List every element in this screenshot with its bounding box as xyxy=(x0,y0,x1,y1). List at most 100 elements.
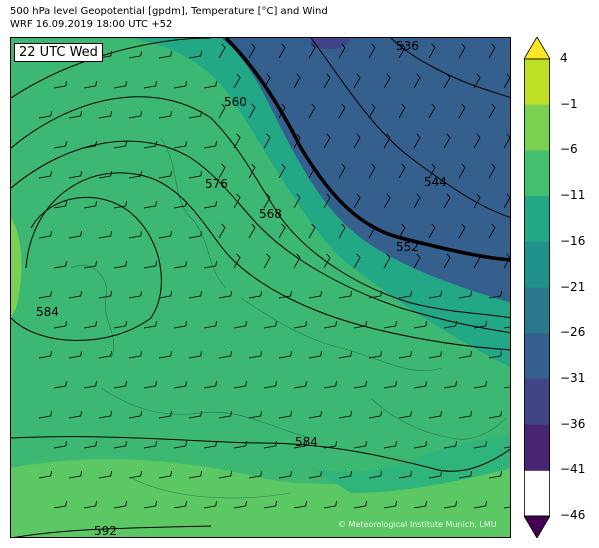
wind-barb xyxy=(473,193,481,209)
map-panel: 536 544 552 560 568 576 584 584 592 xyxy=(10,37,511,538)
wind-barb xyxy=(323,73,331,89)
wind-barb xyxy=(503,133,510,149)
wind-barb xyxy=(113,440,127,449)
wind-barb xyxy=(278,103,286,119)
wind-barb xyxy=(203,320,217,329)
wind-barb xyxy=(458,350,472,359)
wind-barb xyxy=(293,320,307,329)
colorbar-segment xyxy=(524,196,550,243)
wind-barb xyxy=(413,73,421,89)
wind-barb xyxy=(443,253,451,269)
wind-barb xyxy=(443,500,457,509)
wind-barb xyxy=(293,500,307,509)
wind-barb xyxy=(428,43,436,59)
wind-barb xyxy=(233,133,241,149)
wind-barb xyxy=(458,470,472,479)
wind-barb xyxy=(308,410,322,419)
wind-barb xyxy=(473,73,481,89)
wind-barb xyxy=(398,43,406,59)
wind-barb xyxy=(428,223,436,239)
wind-barb xyxy=(428,163,436,179)
wind-barb xyxy=(128,50,142,59)
contour-560 xyxy=(11,96,510,319)
contour-label: 576 xyxy=(205,177,228,191)
wind-barb xyxy=(383,380,397,389)
wind-barb xyxy=(413,500,427,509)
wind-barb xyxy=(398,290,412,299)
wind-barb xyxy=(113,80,127,89)
wind-barb xyxy=(83,260,97,269)
wind-barb xyxy=(278,290,292,299)
wind-barb xyxy=(128,230,142,239)
wind-barb xyxy=(383,320,397,329)
wind-barb xyxy=(68,470,82,479)
wind-barb xyxy=(218,43,226,59)
colorbar-extend-bottom xyxy=(524,515,550,538)
wind-barb xyxy=(263,73,271,89)
wind-barb xyxy=(338,350,352,359)
contour-584-loop xyxy=(11,196,162,341)
wind-barb xyxy=(158,470,172,479)
map-canvas: 536 544 552 560 568 576 584 584 592 xyxy=(11,38,510,537)
temperature-colorbar xyxy=(524,37,550,538)
wind-barb xyxy=(113,380,127,389)
wind-barb xyxy=(278,223,286,239)
wind-barb xyxy=(113,320,127,329)
wind-barb xyxy=(443,73,451,89)
wind-barb xyxy=(278,410,292,419)
wind-barb xyxy=(128,410,142,419)
wind-barb xyxy=(308,290,322,299)
wind-barb xyxy=(413,440,427,449)
colorbar-tick-label: −46 xyxy=(560,508,586,522)
wind-barb xyxy=(98,170,112,179)
wind-barb xyxy=(188,410,202,419)
colorbar-tick-label: −16 xyxy=(560,233,586,248)
wind-barb xyxy=(308,223,316,239)
wind-barb xyxy=(53,500,67,509)
wind-barb xyxy=(263,133,271,149)
wind-barb xyxy=(98,470,112,479)
wind-barb xyxy=(458,43,466,59)
wind-barb xyxy=(248,350,262,359)
wind-barb xyxy=(83,320,97,329)
wind-barb xyxy=(218,163,226,179)
wind-barb xyxy=(443,193,451,209)
wind-barb xyxy=(368,223,376,239)
wind-barb xyxy=(113,200,127,209)
colorbar-segment xyxy=(524,104,550,151)
contour-label: 560 xyxy=(224,95,247,109)
wind-barb xyxy=(338,43,346,59)
wind-barb xyxy=(368,103,376,119)
wind-barb xyxy=(458,410,472,419)
wind-barb xyxy=(53,200,67,209)
wind-barb xyxy=(428,350,442,359)
wind-barb xyxy=(248,43,256,59)
wind-barb xyxy=(293,73,301,89)
valid-time-label: 22 UTC Wed xyxy=(14,43,103,62)
wind-barb xyxy=(218,290,232,299)
copyright-text: © Meteorological Institute Munich, LMU xyxy=(338,520,497,529)
wind-barb xyxy=(383,133,391,149)
contour-592 xyxy=(14,525,212,537)
wind-barb xyxy=(263,193,271,209)
wind-barb xyxy=(308,103,316,119)
wind-barb xyxy=(233,73,241,89)
wind-barb xyxy=(248,290,262,299)
wind-barb xyxy=(68,170,82,179)
wind-barb xyxy=(398,350,412,359)
wind-barb xyxy=(83,80,97,89)
wind-barb xyxy=(158,110,172,119)
wind-barb xyxy=(263,440,277,449)
wind-barb xyxy=(98,410,112,419)
wind-barb xyxy=(53,440,67,449)
wind-barb xyxy=(173,320,187,329)
wind-barb xyxy=(473,320,487,329)
contour-576 xyxy=(25,172,510,351)
wind-barb xyxy=(98,290,112,299)
wind-barb xyxy=(143,200,157,209)
wind-barb xyxy=(203,500,217,509)
wind-barb xyxy=(248,410,262,419)
wind-barb xyxy=(323,253,331,269)
wind-barb xyxy=(308,470,322,479)
wind-barb xyxy=(383,440,397,449)
